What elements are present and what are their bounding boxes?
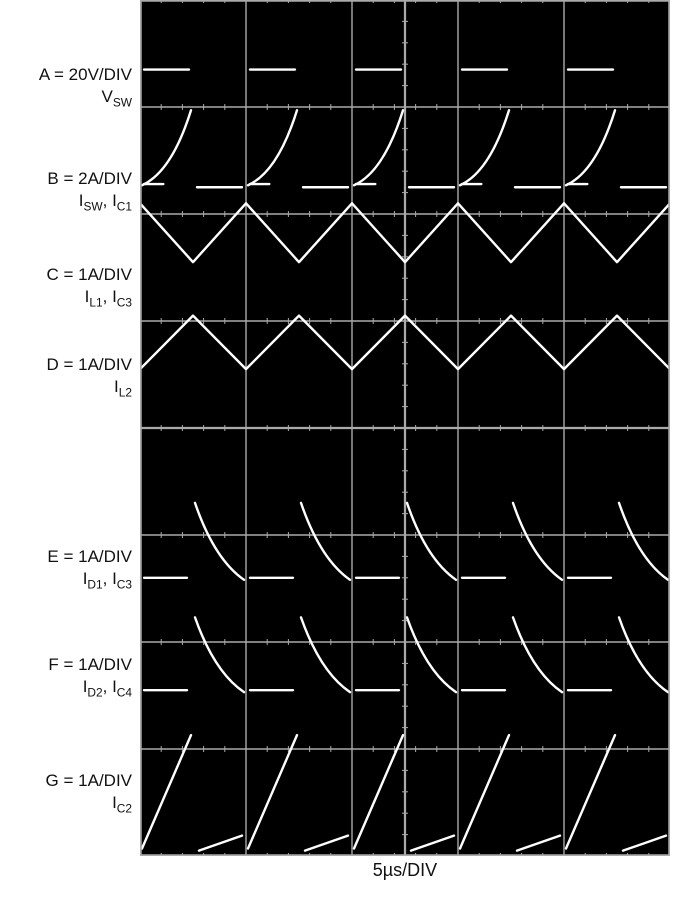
channel-scale: D = 1A/DIV [46,354,132,376]
channel-signal: IL2 [46,376,132,401]
x-axis-label: 5µs/DIV [140,860,670,881]
channel-label-E: E = 1A/DIVID1, IC3 [47,546,132,593]
channel-scale: C = 1A/DIV [46,264,132,286]
channel-signal: VSW [39,86,132,111]
channel-label-B: B = 2A/DIVISW, IC1 [47,168,132,215]
channel-scale: F = 1A/DIV [48,654,132,676]
channel-scale: G = 1A/DIV [46,770,132,792]
channel-label-A: A = 20V/DIVVSW [39,64,132,111]
channel-label-C: C = 1A/DIVIL1, IC3 [46,264,132,311]
channel-label-D: D = 1A/DIVIL2 [46,354,132,401]
channel-labels-column: A = 20V/DIVVSW B = 2A/DIVISW, IC1 C = 1A/D… [0,0,140,900]
channel-label-F: F = 1A/DIVID2, IC4 [48,654,132,701]
channel-signal: ID1, IC3 [47,568,132,593]
channel-label-G: G = 1A/DIVIC2 [46,770,132,817]
channel-scale: A = 20V/DIV [39,64,132,86]
channel-signal: ISW, IC1 [47,190,132,215]
channel-scale: B = 2A/DIV [47,168,132,190]
oscilloscope-screen [140,0,670,856]
scope-svg [140,0,670,856]
channel-signal: IC2 [46,792,132,817]
channel-scale: E = 1A/DIV [47,546,132,568]
channel-signal: IL1, IC3 [46,286,132,311]
channel-signal: ID2, IC4 [48,676,132,701]
figure-root: A = 20V/DIVVSW B = 2A/DIVISW, IC1 C = 1A/D… [0,0,681,900]
